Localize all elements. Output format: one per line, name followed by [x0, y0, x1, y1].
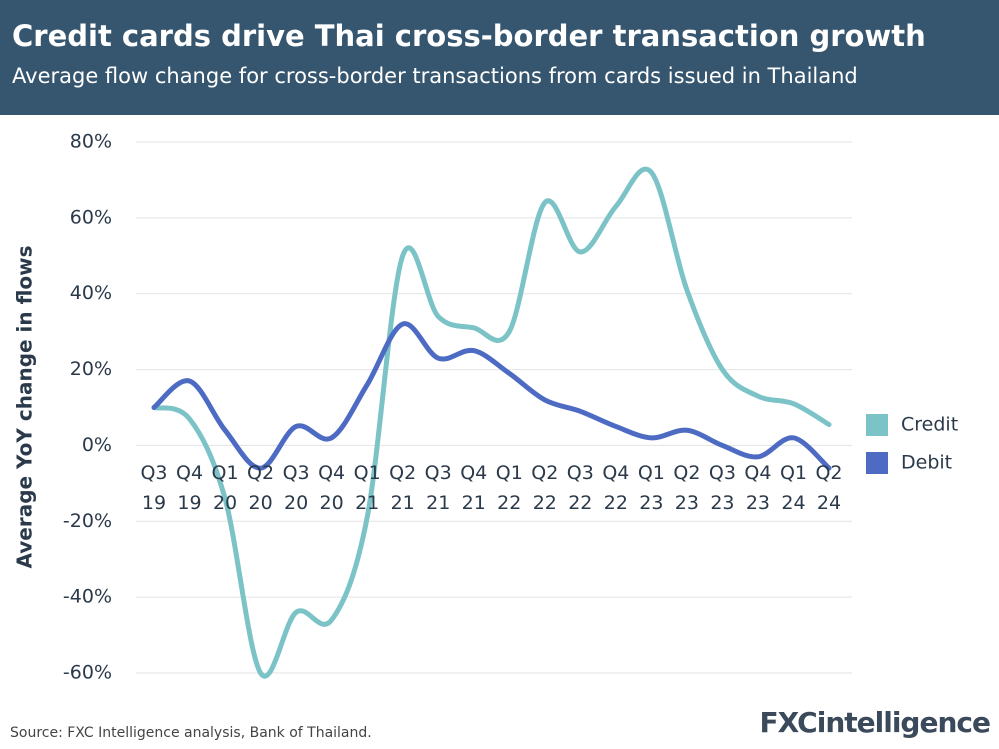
- chart-subtitle: Average flow change for cross-border tra…: [12, 64, 858, 88]
- x-tick-label: Q1 24: [780, 462, 807, 514]
- y-tick-label: 60%: [70, 206, 112, 228]
- legend-label: Credit: [901, 414, 958, 436]
- legend-label: Debit: [901, 452, 952, 474]
- x-tick-label: Q2 22: [531, 462, 558, 514]
- y-tick-label: 0%: [82, 434, 112, 456]
- x-tick-label: Q3 23: [709, 462, 736, 514]
- x-tick-label: Q4 21: [460, 462, 487, 514]
- legend-swatch: [866, 414, 888, 436]
- x-tick-label: Q2 23: [673, 462, 700, 514]
- x-tick-label: Q1 20: [212, 462, 239, 514]
- x-tick-label: Q2 20: [247, 462, 274, 514]
- line-series: [151, 321, 832, 471]
- header-band: [0, 0, 999, 115]
- y-tick-label: 40%: [70, 282, 112, 304]
- x-tick-label: Q1 21: [354, 462, 381, 514]
- x-tick-label: Q4 19: [176, 462, 203, 514]
- x-tick-label: Q3 22: [567, 462, 594, 514]
- y-tick-label: -60%: [63, 662, 112, 684]
- x-tick-label: Q4 23: [744, 462, 771, 514]
- x-tick-label: Q3 21: [425, 462, 452, 514]
- y-tick-label: -40%: [63, 586, 112, 608]
- x-tick-label: Q1 22: [496, 462, 523, 514]
- source: Source: FXC Intelligence analysis, Bank …: [10, 725, 372, 741]
- legend-swatch: [866, 452, 888, 474]
- line-series: [151, 166, 832, 679]
- x-tick-label: Q4 20: [318, 462, 345, 514]
- x-tick-label: Q1 23: [638, 462, 665, 514]
- y-tick-label: -20%: [63, 510, 112, 532]
- y-axis-label: Average YoY change in flows: [13, 245, 37, 568]
- x-tick-label: Q3 20: [283, 462, 310, 514]
- x-tick-label: Q2 24: [815, 462, 842, 514]
- chart-title: Credit cards drive Thai cross-border tra…: [12, 19, 926, 53]
- logo: FXCintelligence: [759, 706, 990, 739]
- x-tick-label: Q2 21: [389, 462, 416, 514]
- x-tick-label: Q3 19: [140, 462, 167, 514]
- y-tick-label: 20%: [70, 358, 112, 380]
- plot: -60% -40% -20% 0% 20% 40% 60% 80% Credit Debit Q3 1…: [63, 131, 958, 684]
- x-tick-label: Q4 22: [602, 462, 629, 514]
- y-tick-label: 80%: [70, 131, 112, 153]
